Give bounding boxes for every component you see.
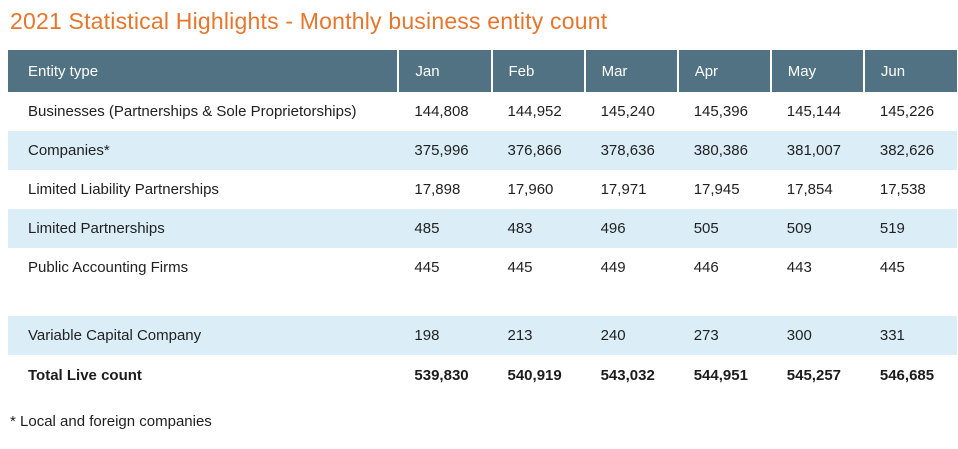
cell-value: 198 [398,316,492,355]
cell-value: 445 [491,248,585,287]
cell-value: 145,144 [770,92,864,131]
row-label: Businesses (Partnerships & Sole Propriet… [8,92,399,131]
cell-value: 240 [584,316,678,355]
cell-value: 446 [677,248,771,287]
cell-value: 443 [770,248,864,287]
table-row-llp: Limited Liability Partnerships 17,898 17… [8,170,957,209]
table-header-row: Entity type Jan Feb Mar Apr May Jun [8,50,957,92]
col-header-mar: Mar [583,50,678,92]
cell-value: 382,626 [863,131,957,170]
cell-value: 445 [398,248,492,287]
cell-value: 485 [398,209,492,248]
col-header-jan: Jan [397,50,492,92]
cell-value: 539,830 [398,355,492,396]
cell-value [584,287,678,316]
table-row-public-accounting-firms: Public Accounting Firms 445 445 449 446 … [8,248,957,287]
cell-value: 546,685 [863,355,957,396]
cell-value: 273 [677,316,771,355]
entity-count-table: Entity type Jan Feb Mar Apr May Jun Busi… [8,50,957,396]
col-header-jun: Jun [862,50,957,92]
cell-value: 545,257 [770,355,864,396]
table-row-total-live-count: Total Live count 539,830 540,919 543,032… [8,355,957,396]
cell-value: 543,032 [584,355,678,396]
cell-value: 331 [863,316,957,355]
cell-value [491,287,585,316]
cell-value: 145,240 [584,92,678,131]
col-header-feb: Feb [490,50,585,92]
cell-value: 496 [584,209,678,248]
row-label: Limited Partnerships [8,209,399,248]
table-row-businesses: Businesses (Partnerships & Sole Propriet… [8,92,957,131]
cell-value: 519 [863,209,957,248]
page-title: 2021 Statistical Highlights - Monthly bu… [10,8,608,34]
cell-value: 213 [491,316,585,355]
cell-value: 300 [770,316,864,355]
row-label: Limited Liability Partnerships [8,170,399,209]
col-header-may: May [769,50,864,92]
cell-value: 540,919 [491,355,585,396]
cell-value: 144,808 [398,92,492,131]
row-label: Public Accounting Firms [8,248,399,287]
cell-value: 509 [770,209,864,248]
cell-value: 378,636 [584,131,678,170]
table-row-companies: Companies* 375,996 376,866 378,636 380,3… [8,131,957,170]
table-row-variable-capital-company: Variable Capital Company 198 213 240 273… [8,316,957,355]
cell-value [677,287,771,316]
cell-value: 144,952 [491,92,585,131]
row-label: Companies* [8,131,399,170]
cell-value: 17,898 [398,170,492,209]
row-label: Total Live count [8,355,399,396]
cell-value: 376,866 [491,131,585,170]
cell-value: 145,226 [863,92,957,131]
table-row-limited-partnerships: Limited Partnerships 485 483 496 505 509… [8,209,957,248]
footnote: * Local and foreign companies [10,413,212,430]
cell-value: 145,396 [677,92,771,131]
cell-value [398,287,492,316]
cell-value: 381,007 [770,131,864,170]
cell-value [863,287,957,316]
cell-value: 375,996 [398,131,492,170]
row-label [8,287,399,316]
cell-value: 380,386 [677,131,771,170]
cell-value: 449 [584,248,678,287]
col-header-entity-type: Entity type [8,50,399,92]
cell-value: 17,960 [491,170,585,209]
cell-value: 505 [677,209,771,248]
cell-value: 483 [491,209,585,248]
cell-value: 17,854 [770,170,864,209]
table-row-spacer [8,287,957,316]
cell-value: 544,951 [677,355,771,396]
row-label: Variable Capital Company [8,316,399,355]
cell-value: 17,945 [677,170,771,209]
cell-value: 445 [863,248,957,287]
cell-value: 17,538 [863,170,957,209]
col-header-apr: Apr [676,50,771,92]
cell-value: 17,971 [584,170,678,209]
cell-value [770,287,864,316]
